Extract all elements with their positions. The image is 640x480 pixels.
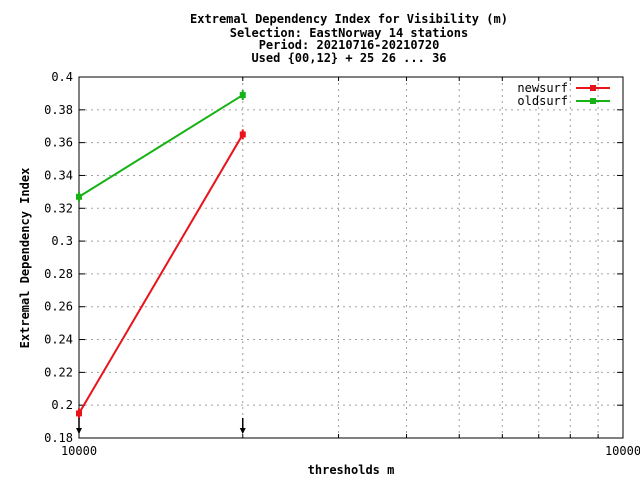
legend-label-oldsurf: oldsurf bbox=[517, 94, 568, 108]
y-tick-label: 0.38 bbox=[44, 103, 73, 117]
threshold-markers bbox=[76, 418, 246, 434]
title-line-4: Used {00,12} + 25 26 ... 36 bbox=[251, 51, 446, 65]
threshold-arrow bbox=[239, 428, 246, 434]
legend-label-newsurf: newsurf bbox=[517, 81, 568, 95]
y-tick-label: 0.36 bbox=[44, 136, 73, 150]
legend-marker-newsurf bbox=[590, 85, 596, 91]
y-tick-label: 0.4 bbox=[51, 70, 73, 84]
y-tick-label: 0.34 bbox=[44, 168, 73, 182]
x-tick-label: 10000 bbox=[605, 444, 640, 458]
grid bbox=[79, 77, 623, 438]
plot-frame bbox=[78, 76, 624, 439]
y-tick-label: 0.2 bbox=[51, 398, 73, 412]
series bbox=[76, 90, 246, 419]
y-tick-label: 0.3 bbox=[51, 234, 73, 248]
y-tick-label: 0.18 bbox=[44, 431, 73, 445]
y-axis-ticks: 0.18 0.2 0.22 0.24 0.26 0.28 0.3 0.32 0.34 0.36 0.… bbox=[44, 70, 623, 445]
x-axis-ticks: 10000 10000 bbox=[61, 77, 640, 458]
x-axis-label: thresholds m bbox=[308, 463, 395, 477]
y-axis-label: Extremal Dependency Index bbox=[18, 168, 32, 349]
chart-title: Extremal Dependency Index for Visibility… bbox=[190, 12, 508, 65]
y-tick-label: 0.28 bbox=[44, 267, 73, 281]
legend-marker-oldsurf bbox=[590, 98, 596, 104]
title-line-3: Period: 20210716-20210720 bbox=[259, 38, 440, 52]
x-tick-label: 10000 bbox=[61, 444, 97, 458]
series-line-newsurf bbox=[78, 133, 244, 414]
y-tick-label: 0.22 bbox=[44, 365, 73, 379]
y-tick-label: 0.24 bbox=[44, 333, 73, 347]
threshold-arrow bbox=[76, 428, 82, 434]
series-line-oldsurf bbox=[78, 94, 244, 198]
title-line-1: Extremal Dependency Index for Visibility… bbox=[190, 12, 508, 26]
y-tick-label: 0.26 bbox=[44, 300, 73, 314]
title-line-2: Selection: EastNorway 14 stations bbox=[230, 26, 468, 40]
y-tick-label: 0.32 bbox=[44, 201, 73, 215]
